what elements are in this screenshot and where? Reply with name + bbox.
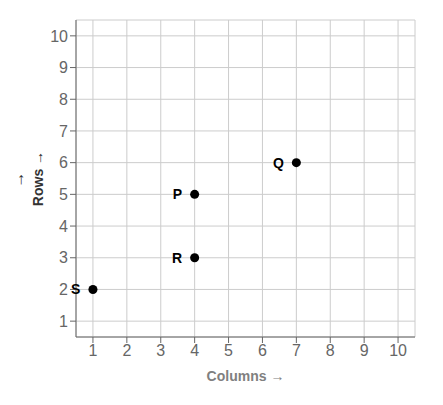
svg-text:10: 10 <box>50 28 68 45</box>
svg-text:1: 1 <box>88 342 97 359</box>
svg-text:7: 7 <box>59 123 68 140</box>
svg-text:Columns →: Columns → <box>207 368 285 384</box>
svg-text:4: 4 <box>59 218 68 235</box>
svg-text:2: 2 <box>59 281 68 298</box>
svg-text:1: 1 <box>59 313 68 330</box>
svg-text:S: S <box>71 281 80 297</box>
svg-text:Rows →: Rows → <box>30 151 46 206</box>
svg-text:7: 7 <box>292 342 301 359</box>
svg-text:9: 9 <box>59 59 68 76</box>
svg-text:P: P <box>173 186 182 202</box>
svg-text:5: 5 <box>224 342 233 359</box>
svg-text:↑: ↑ <box>17 170 25 187</box>
svg-text:R: R <box>172 250 182 266</box>
svg-text:5: 5 <box>59 186 68 203</box>
svg-text:4: 4 <box>190 342 199 359</box>
svg-text:9: 9 <box>360 342 369 359</box>
svg-text:10: 10 <box>389 342 407 359</box>
svg-text:3: 3 <box>59 249 68 266</box>
svg-text:8: 8 <box>59 91 68 108</box>
svg-text:Q: Q <box>273 155 284 171</box>
svg-text:6: 6 <box>59 154 68 171</box>
svg-text:6: 6 <box>258 342 267 359</box>
svg-text:3: 3 <box>156 342 165 359</box>
svg-text:2: 2 <box>122 342 131 359</box>
svg-text:8: 8 <box>326 342 335 359</box>
